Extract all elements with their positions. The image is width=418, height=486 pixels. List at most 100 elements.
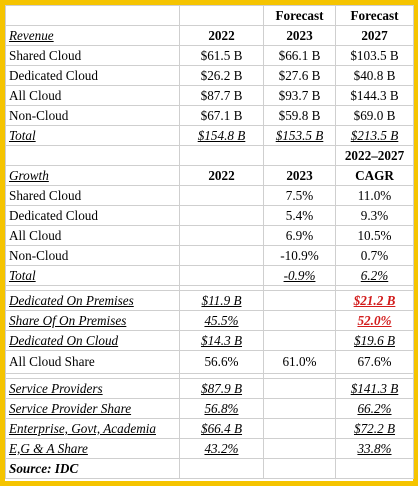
- table-row: All Cloud Share 56.6% 61.0% 67.6%: [5, 350, 414, 374]
- table-cell: $14.3 B: [179, 330, 264, 351]
- table-cell: $66.1 B: [263, 45, 336, 66]
- row-label: Enterprise, Govt, Academia: [5, 418, 180, 439]
- table-cell: [263, 438, 336, 459]
- row-label: E,G & A Share: [5, 438, 180, 459]
- table-row: Non-Cloud $67.1 B $59.8 B $69.0 B: [5, 105, 414, 126]
- table-cell: 56.8%: [179, 398, 264, 419]
- table-row: Dedicated Cloud $26.2 B $27.6 B $40.8 B: [5, 65, 414, 86]
- table-cell: [263, 418, 336, 439]
- cagr-years-header: 2022–2027: [335, 145, 414, 166]
- table-row: Shared Cloud 7.5% 11.0%: [5, 185, 414, 206]
- year-header: 2023: [263, 165, 336, 186]
- table-row: Growth 2022 2023 CAGR: [5, 165, 414, 186]
- table-row: Share Of On Premises 45.5% 52.0%: [5, 310, 414, 331]
- row-label: Service Provider Share: [5, 398, 180, 419]
- total-cell: [179, 265, 264, 286]
- total-label: Total: [5, 265, 180, 286]
- table-cell: [179, 185, 264, 206]
- year-header: 2022: [179, 25, 264, 46]
- table-cell: $66.4 B: [179, 418, 264, 439]
- empty-cell: [179, 145, 264, 166]
- row-label: Dedicated On Cloud: [5, 330, 180, 351]
- year-header: 2027: [335, 25, 414, 46]
- table-row: Revenue 2022 2023 2027: [5, 25, 414, 46]
- table-cell: $141.3 B: [335, 378, 414, 399]
- table-cell: $19.6 B: [335, 330, 414, 351]
- table-row: All Cloud 6.9% 10.5%: [5, 225, 414, 246]
- table-cell: $144.3 B: [335, 85, 414, 106]
- table-cell: $59.8 B: [263, 105, 336, 126]
- table-cell: [179, 205, 264, 226]
- cagr-header: CAGR: [335, 165, 414, 186]
- row-label: Service Providers: [5, 378, 180, 399]
- table-cell: [263, 398, 336, 419]
- empty-cell: [5, 145, 180, 166]
- table-cell: [179, 245, 264, 266]
- row-label: Dedicated Cloud: [5, 205, 180, 226]
- table-cell: $87.7 B: [179, 85, 264, 106]
- empty-cell: [179, 5, 264, 26]
- total-label: Total: [5, 125, 180, 146]
- row-label: Dedicated Cloud: [5, 65, 180, 86]
- table-cell: 33.8%: [335, 438, 414, 459]
- table-cell: $40.8 B: [335, 65, 414, 86]
- total-cell: -0.9%: [263, 265, 336, 286]
- row-label: Share Of On Premises: [5, 310, 180, 331]
- row-label: Non-Cloud: [5, 245, 180, 266]
- total-cell: $153.5 B: [263, 125, 336, 146]
- table-cell: [263, 330, 336, 351]
- row-label: All Cloud Share: [5, 350, 180, 374]
- table-cell: 7.5%: [263, 185, 336, 206]
- table-cell: $27.6 B: [263, 65, 336, 86]
- row-label: Shared Cloud: [5, 185, 180, 206]
- empty-cell: [263, 145, 336, 166]
- table-cell: $69.0 B: [335, 105, 414, 126]
- highlight-cell: $21.2 B: [335, 290, 414, 311]
- row-label: All Cloud: [5, 225, 180, 246]
- row-label: Non-Cloud: [5, 105, 180, 126]
- row-label: Shared Cloud: [5, 45, 180, 66]
- table-cell: 67.6%: [335, 350, 414, 374]
- table-row: Enterprise, Govt, Academia $66.4 B $72.2…: [5, 418, 414, 439]
- table-cell: 66.2%: [335, 398, 414, 419]
- table-row: Forecast Forecast: [5, 5, 414, 26]
- revenue-section-title: Revenue: [5, 25, 180, 46]
- table-row: Dedicated On Cloud $14.3 B $19.6 B: [5, 330, 414, 351]
- table-row: Shared Cloud $61.5 B $66.1 B $103.5 B: [5, 45, 414, 66]
- table-cell: 10.5%: [335, 225, 414, 246]
- table-cell: 9.3%: [335, 205, 414, 226]
- table-cell: 61.0%: [263, 350, 336, 374]
- table-row: 2022–2027: [5, 145, 414, 166]
- empty-cell: [263, 458, 336, 479]
- table-cell: 11.0%: [335, 185, 414, 206]
- table-row: Service Provider Share 56.8% 66.2%: [5, 398, 414, 419]
- empty-cell: [179, 458, 264, 479]
- total-cell: $154.8 B: [179, 125, 264, 146]
- table-row: Service Providers $87.9 B $141.3 B: [5, 378, 414, 399]
- table-cell: $67.1 B: [179, 105, 264, 126]
- table-cell: [263, 378, 336, 399]
- year-header: 2023: [263, 25, 336, 46]
- table-row: Non-Cloud -10.9% 0.7%: [5, 245, 414, 266]
- table-cell: $87.9 B: [179, 378, 264, 399]
- total-cell: $213.5 B: [335, 125, 414, 146]
- table-cell: $61.5 B: [179, 45, 264, 66]
- highlight-cell: 52.0%: [335, 310, 414, 331]
- table-cell: [179, 225, 264, 246]
- table-row: Dedicated Cloud 5.4% 9.3%: [5, 205, 414, 226]
- source-label: Source: IDC: [5, 458, 180, 479]
- table-cell: $26.2 B: [179, 65, 264, 86]
- table-cell: 43.2%: [179, 438, 264, 459]
- table-row: Total $154.8 B $153.5 B $213.5 B: [5, 125, 414, 146]
- empty-cell: [335, 458, 414, 479]
- table-row: Dedicated On Premises $11.9 B $21.2 B: [5, 290, 414, 311]
- forecast-header-2027: Forecast: [335, 5, 414, 26]
- table-cell: $93.7 B: [263, 85, 336, 106]
- table-cell: 6.9%: [263, 225, 336, 246]
- row-label: Dedicated On Premises: [5, 290, 180, 311]
- table-cell: 56.6%: [179, 350, 264, 374]
- table-cell: $11.9 B: [179, 290, 264, 311]
- row-label: All Cloud: [5, 85, 180, 106]
- forecast-header-2023: Forecast: [263, 5, 336, 26]
